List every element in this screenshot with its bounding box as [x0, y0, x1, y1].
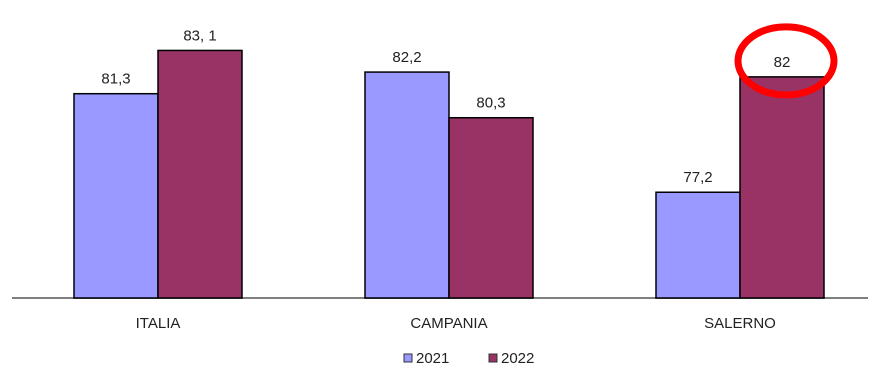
bar-campania-2021	[364, 71, 450, 299]
x-tick-label-salerno: SALERNO	[704, 315, 776, 332]
data-label-salerno-2021: 77,2	[683, 169, 712, 186]
legend-label-2022: 2022	[501, 350, 534, 367]
legend-swatch-2021	[403, 353, 413, 363]
data-label-campania-2022: 80,3	[476, 95, 505, 112]
x-tick-label-campania: CAMPANIA	[410, 315, 487, 332]
legend-label-2021: 2021	[416, 350, 449, 367]
legend-swatch-2022	[488, 353, 498, 363]
data-label-italia-2022: 83, 1	[183, 27, 216, 44]
data-label-campania-2021: 82,2	[392, 49, 421, 66]
annotation-layer	[734, 23, 838, 99]
x-tick-label-italia: ITALIA	[136, 315, 181, 332]
data-label-italia-2021: 81,3	[101, 71, 130, 88]
labels-layer: 81,3 83, 1 82,2 80,3 77,2 82	[101, 27, 790, 186]
legend: 2021 2022	[403, 350, 534, 367]
highlight-circle	[734, 23, 838, 99]
bar-campania-2022	[448, 116, 534, 299]
ticks-layer: ITALIA CAMPANIA SALERNO	[136, 315, 776, 332]
data-label-salerno-2022: 82	[774, 54, 791, 71]
bar-salerno-2022	[739, 76, 825, 299]
bar-italia-2022	[157, 49, 243, 299]
bar-salerno-2021	[655, 191, 741, 299]
bar-italia-2021	[73, 92, 159, 299]
bars-layer	[73, 49, 825, 299]
